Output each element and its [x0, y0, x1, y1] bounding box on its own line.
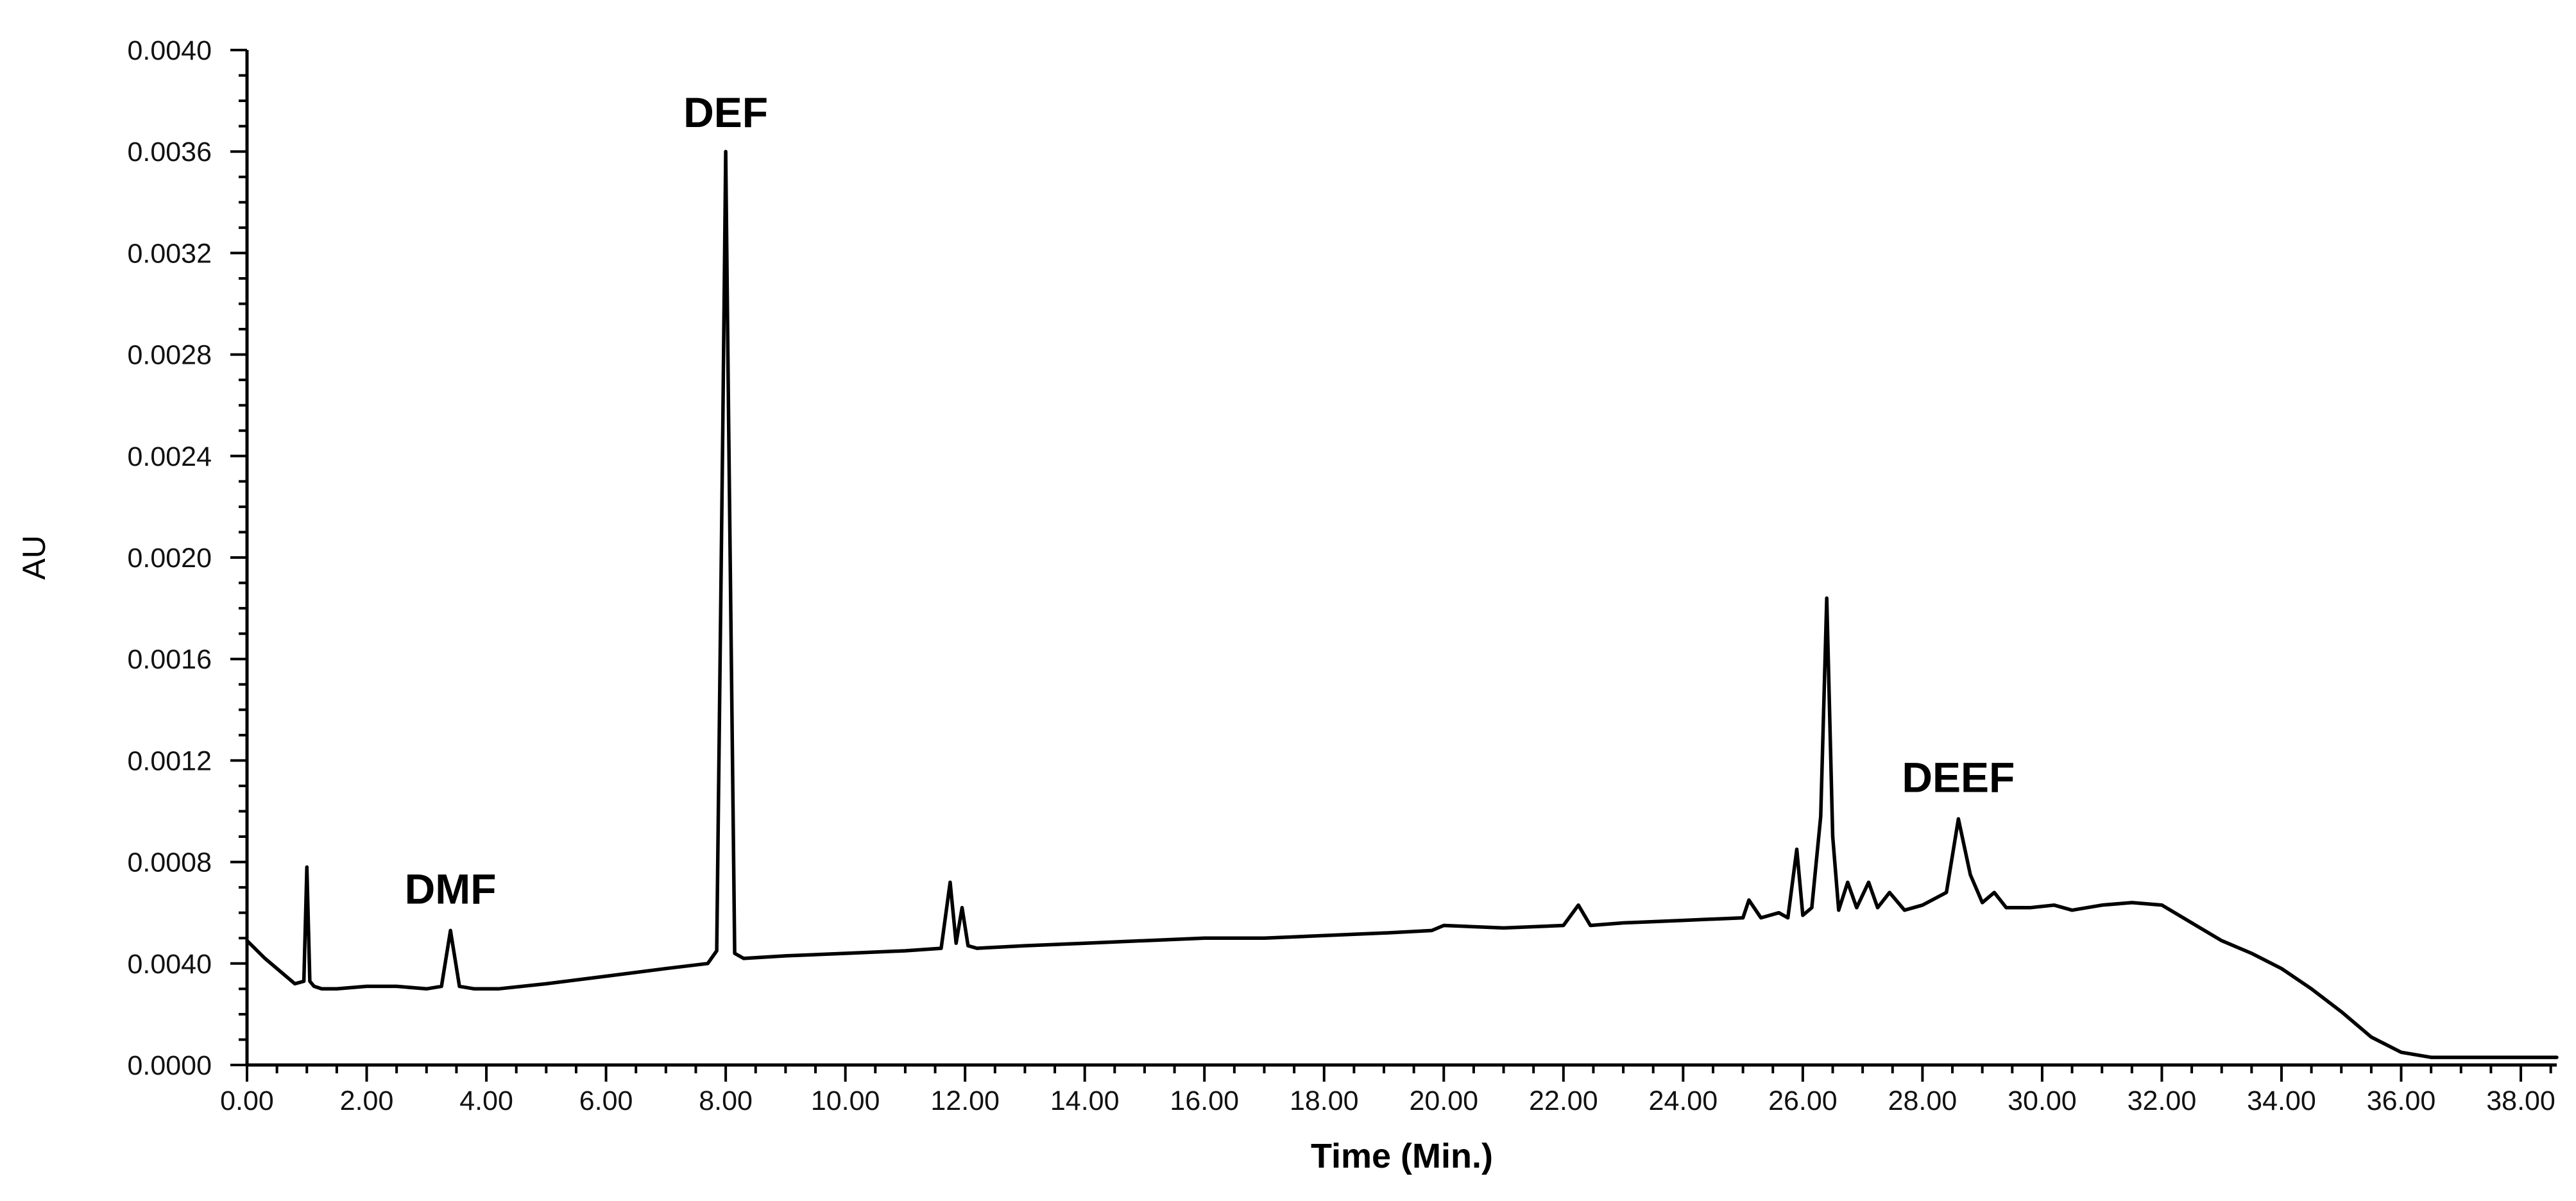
x-tick-label: 8.00 — [699, 1086, 753, 1116]
x-tick-label: 6.00 — [579, 1086, 633, 1116]
x-tick-label: 16.00 — [1170, 1086, 1239, 1116]
x-tick-label: 10.00 — [811, 1086, 880, 1116]
x-tick-label: 36.00 — [2367, 1086, 2436, 1116]
x-tick-label: 38.00 — [2486, 1086, 2555, 1116]
axes — [245, 50, 2557, 1067]
y-tick-label: 0.0028 — [127, 340, 212, 371]
x-tick-label: 4.00 — [459, 1086, 513, 1116]
x-tick-label: 30.00 — [2008, 1086, 2077, 1116]
x-tick-label: 18.00 — [1290, 1086, 1359, 1116]
y-tick-label: 0.0008 — [127, 848, 212, 878]
y-tick-label: 0.0040 — [127, 949, 212, 980]
y-tick-label: 0.0000 — [127, 1050, 212, 1081]
y-tick-label: 0.0020 — [127, 543, 212, 574]
ticks: 0.00 2.00 4.00 6.00 8.00 10.00 12.00 14.00 16.00… — [127, 35, 2555, 1116]
y-tick-label: 0.0040 — [127, 35, 212, 66]
annotations: DMF DEF DEEF — [405, 89, 2015, 912]
y-tick-label: 0.0012 — [127, 745, 212, 776]
x-tick-label: 24.00 — [1649, 1086, 1718, 1116]
y-axis-title: AU — [16, 535, 52, 579]
y-tick-label: 0.0024 — [127, 441, 212, 472]
chromatogram-trace — [245, 149, 2559, 1059]
x-tick-label: 20.00 — [1409, 1086, 1478, 1116]
series-layer — [245, 149, 2559, 1059]
peak-label-deef: DEEF — [1902, 753, 2015, 801]
x-axis-title: Time (Min.) — [1311, 1137, 1493, 1175]
x-tick-label: 2.00 — [340, 1086, 394, 1116]
peak-label-def: DEF — [683, 89, 768, 136]
x-tick-label: 34.00 — [2247, 1086, 2316, 1116]
peak-label-dmf: DMF — [405, 865, 497, 912]
y-tick-label: 0.0032 — [127, 238, 212, 269]
x-tick-label: 22.00 — [1529, 1086, 1598, 1116]
x-tick-label: 28.00 — [1888, 1086, 1958, 1116]
x-tick-label: 14.00 — [1050, 1086, 1120, 1116]
x-tick-label: 32.00 — [2128, 1086, 2197, 1116]
x-tick-label: 12.00 — [930, 1086, 1000, 1116]
y-tick-label: 0.0036 — [127, 137, 212, 167]
x-tick-label: 0.00 — [220, 1086, 274, 1116]
x-tick-label: 26.00 — [1768, 1086, 1838, 1116]
y-tick-label: 0.0016 — [127, 644, 212, 675]
